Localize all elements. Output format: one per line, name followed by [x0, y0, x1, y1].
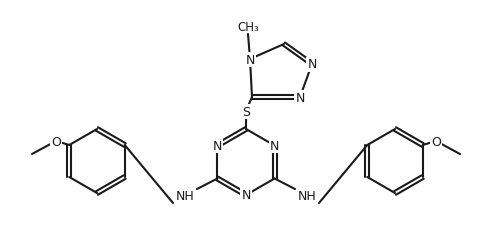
Text: N: N	[270, 139, 279, 152]
Text: N: N	[308, 58, 317, 71]
Text: N: N	[213, 139, 222, 152]
Text: N: N	[246, 53, 255, 66]
Text: N: N	[295, 91, 305, 104]
Text: NH: NH	[176, 190, 194, 203]
Text: S: S	[242, 105, 250, 118]
Text: CH₃: CH₃	[237, 20, 259, 33]
Text: N: N	[241, 189, 251, 202]
Text: NH: NH	[298, 190, 316, 203]
Text: O: O	[51, 135, 61, 148]
Text: O: O	[431, 135, 441, 148]
